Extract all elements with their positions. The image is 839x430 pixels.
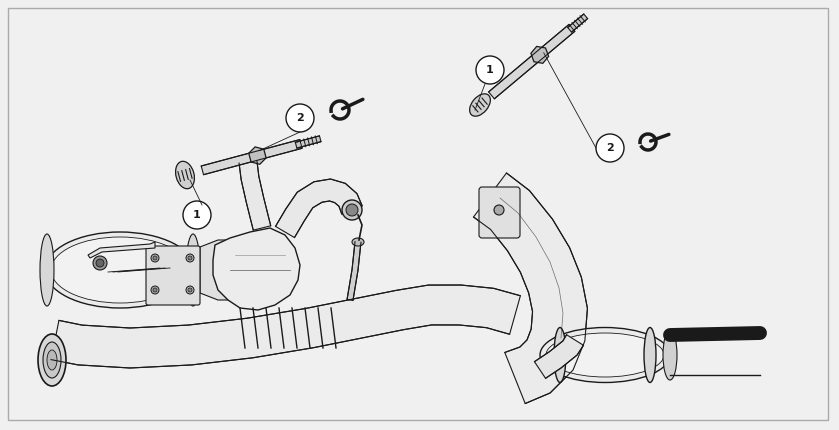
- Circle shape: [93, 256, 107, 270]
- Circle shape: [596, 134, 624, 162]
- Ellipse shape: [45, 232, 195, 308]
- Polygon shape: [568, 14, 587, 32]
- Circle shape: [494, 205, 504, 215]
- Polygon shape: [473, 173, 587, 403]
- Polygon shape: [295, 136, 321, 148]
- Circle shape: [346, 204, 358, 216]
- Polygon shape: [88, 242, 155, 258]
- Ellipse shape: [38, 334, 66, 386]
- FancyBboxPatch shape: [8, 8, 828, 420]
- Circle shape: [286, 104, 314, 132]
- Ellipse shape: [43, 342, 61, 378]
- Polygon shape: [275, 179, 362, 238]
- Ellipse shape: [644, 328, 656, 383]
- Polygon shape: [51, 285, 520, 368]
- Ellipse shape: [40, 234, 54, 306]
- Ellipse shape: [663, 330, 677, 380]
- Ellipse shape: [186, 234, 200, 306]
- Polygon shape: [213, 228, 300, 310]
- Ellipse shape: [554, 328, 566, 383]
- Ellipse shape: [51, 237, 189, 303]
- Ellipse shape: [47, 350, 57, 370]
- Ellipse shape: [540, 328, 670, 383]
- Ellipse shape: [470, 94, 490, 116]
- Circle shape: [153, 256, 157, 260]
- Circle shape: [188, 256, 192, 260]
- Polygon shape: [534, 335, 583, 378]
- Circle shape: [186, 286, 194, 294]
- Circle shape: [151, 254, 159, 262]
- Polygon shape: [488, 25, 575, 99]
- Circle shape: [96, 259, 104, 267]
- FancyBboxPatch shape: [146, 246, 200, 305]
- Polygon shape: [201, 140, 302, 175]
- Text: 2: 2: [296, 113, 304, 123]
- Ellipse shape: [352, 238, 364, 246]
- Circle shape: [476, 56, 504, 84]
- Ellipse shape: [175, 161, 195, 189]
- FancyBboxPatch shape: [479, 187, 520, 238]
- Circle shape: [342, 200, 362, 220]
- Polygon shape: [200, 240, 228, 300]
- Circle shape: [186, 254, 194, 262]
- Polygon shape: [239, 161, 271, 230]
- Text: 1: 1: [193, 210, 201, 220]
- Text: 2: 2: [606, 143, 614, 153]
- Ellipse shape: [546, 333, 664, 377]
- Polygon shape: [347, 242, 361, 301]
- Circle shape: [153, 288, 157, 292]
- Text: 1: 1: [486, 65, 494, 75]
- Circle shape: [183, 201, 211, 229]
- Circle shape: [188, 288, 192, 292]
- Circle shape: [151, 286, 159, 294]
